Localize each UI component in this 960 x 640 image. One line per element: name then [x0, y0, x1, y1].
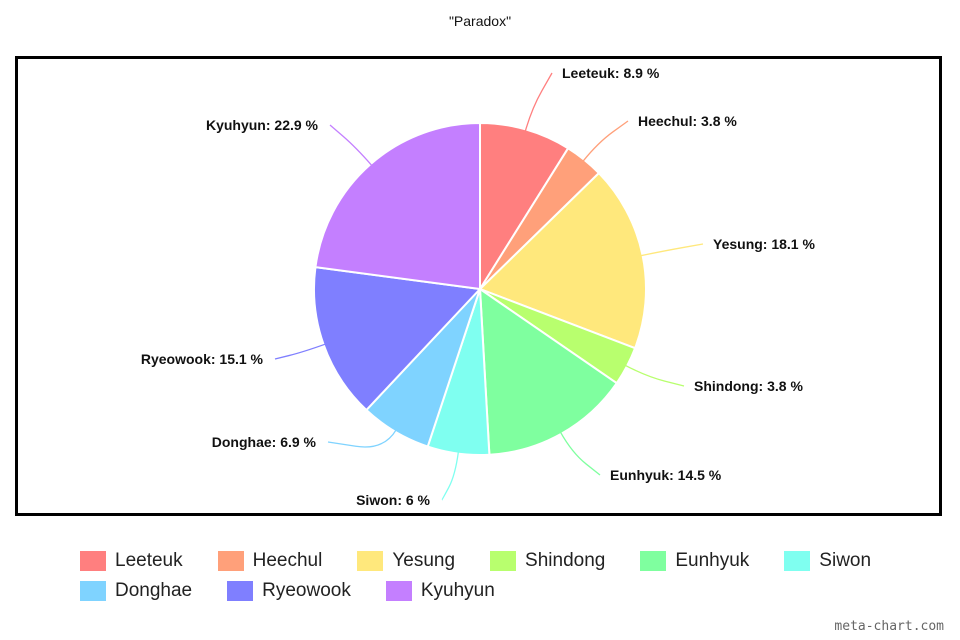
slice-label-ryeowook: Ryeowook: 15.1 %	[141, 351, 264, 367]
legend-label: Kyuhyun	[420, 580, 495, 601]
leader-line-leeteuk	[524, 72, 553, 132]
legend-label: Yesung	[392, 550, 456, 571]
legend-label: Shindong	[525, 550, 606, 571]
slice-label-eunhyuk: Eunhyuk: 14.5 %	[610, 467, 722, 483]
leader-line-kyuhyun	[329, 124, 373, 167]
watermark: meta-chart.com	[834, 619, 944, 634]
legend-label: Donghae	[115, 580, 193, 601]
legend-item-heechul[interactable]: Heechul	[217, 550, 323, 572]
legend-swatch	[80, 551, 106, 571]
leader-line-eunhyuk	[559, 431, 601, 476]
slice-label-donghae: Donghae: 6.9 %	[212, 434, 317, 450]
legend-swatch	[640, 551, 667, 571]
leader-line-shindong	[624, 364, 685, 387]
legend-row-1: Leeteuk Heechul Yesung Shindong Eunhyuk …	[80, 546, 940, 576]
leader-line-heechul	[582, 120, 629, 162]
leader-line-donghae	[327, 429, 397, 448]
legend-label: Siwon	[819, 550, 872, 571]
legend-label: Ryeowook	[262, 580, 351, 601]
legend-item-yesung[interactable]: Yesung	[357, 550, 455, 572]
slice-label-leeteuk: Leeteuk: 8.9 %	[562, 65, 660, 81]
legend: Leeteuk Heechul Yesung Shindong Eunhyuk …	[80, 546, 940, 606]
legend-swatch	[357, 551, 384, 571]
slice-label-kyuhyun: Kyuhyun: 22.9 %	[206, 117, 319, 133]
legend-item-siwon[interactable]: Siwon	[784, 550, 871, 572]
legend-item-eunhyuk[interactable]: Eunhyuk	[640, 550, 749, 572]
legend-item-donghae[interactable]: Donghae	[80, 580, 192, 602]
slice-label-heechul: Heechul: 3.8 %	[638, 113, 737, 129]
legend-label: Eunhyuk	[675, 550, 750, 571]
legend-swatch	[217, 551, 244, 571]
leader-line-siwon	[441, 451, 460, 501]
legend-swatch	[80, 581, 106, 601]
legend-swatch	[385, 581, 412, 601]
slice-label-siwon: Siwon: 6 %	[356, 492, 430, 508]
slice-label-shindong: Shindong: 3.8 %	[694, 378, 803, 394]
leader-line-yesung	[640, 243, 704, 257]
legend-item-ryeowook[interactable]: Ryeowook	[227, 580, 351, 602]
legend-item-leeteuk[interactable]: Leeteuk	[80, 550, 183, 572]
legend-swatch	[784, 551, 811, 571]
legend-label: Heechul	[252, 550, 323, 571]
chart-title: "Paradox"	[448, 13, 512, 29]
legend-row-2: Donghae Ryeowook Kyuhyun	[80, 576, 940, 606]
legend-label: Leeteuk	[115, 550, 183, 571]
legend-item-shindong[interactable]: Shindong	[490, 550, 605, 572]
legend-item-kyuhyun[interactable]: Kyuhyun	[385, 580, 495, 602]
leader-line-ryeowook	[274, 343, 326, 360]
legend-swatch	[490, 551, 517, 571]
plot-area	[15, 56, 942, 516]
pie-slice-kyuhyun[interactable]	[314, 121, 481, 291]
slice-label-yesung: Yesung: 18.1 %	[713, 236, 815, 252]
legend-swatch	[227, 581, 254, 601]
